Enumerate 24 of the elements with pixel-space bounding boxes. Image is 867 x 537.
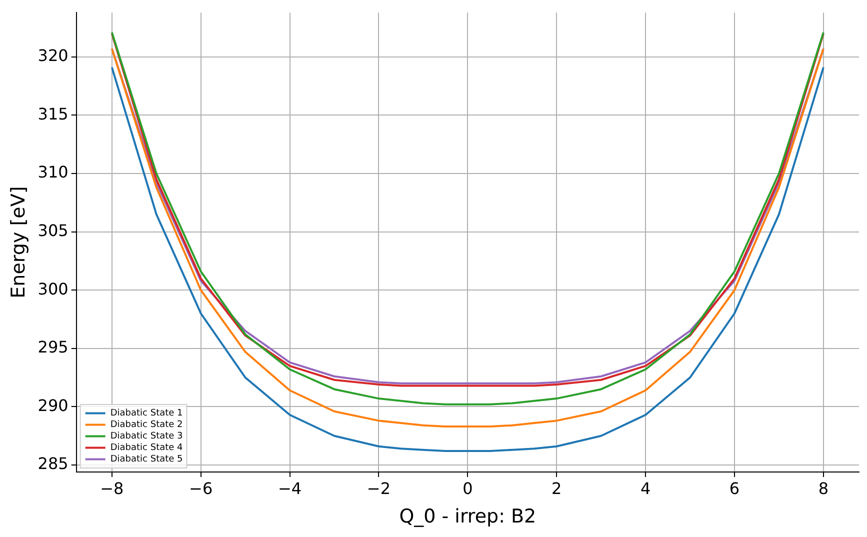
x-tick-label: 4	[640, 478, 651, 498]
y-tick-label: 320	[38, 46, 68, 66]
x-tick-label: 8	[818, 478, 829, 498]
legend-label: Diabatic State 4	[110, 443, 184, 454]
legend-label: Diabatic State 2	[110, 420, 183, 430]
x-tick-label: −4	[278, 478, 302, 498]
legend-label: Diabatic State 3	[110, 432, 183, 442]
y-axis-title: Energy [eV]	[7, 186, 30, 298]
x-tick-label: −8	[100, 478, 124, 498]
legend-label: Diabatic State 5	[110, 454, 183, 465]
x-tick-label: 6	[729, 478, 740, 498]
y-tick-label: 290	[38, 396, 68, 415]
x-axis-title: Q_0 - irrep: B2	[399, 506, 536, 528]
x-tick-label: 2	[552, 478, 562, 498]
x-tick-label: −2	[366, 478, 391, 498]
y-tick-label: 300	[38, 279, 68, 298]
y-tick-label: 315	[38, 104, 68, 124]
y-tick-label: 305	[38, 220, 68, 240]
x-tick-label: −6	[189, 478, 213, 498]
y-tick-label: 310	[38, 162, 68, 182]
y-tick-label: 285	[38, 454, 68, 474]
x-tick-label: 0	[462, 478, 473, 498]
legend-label: Diabatic State 1	[110, 408, 183, 419]
y-tick-label: 295	[38, 338, 68, 357]
